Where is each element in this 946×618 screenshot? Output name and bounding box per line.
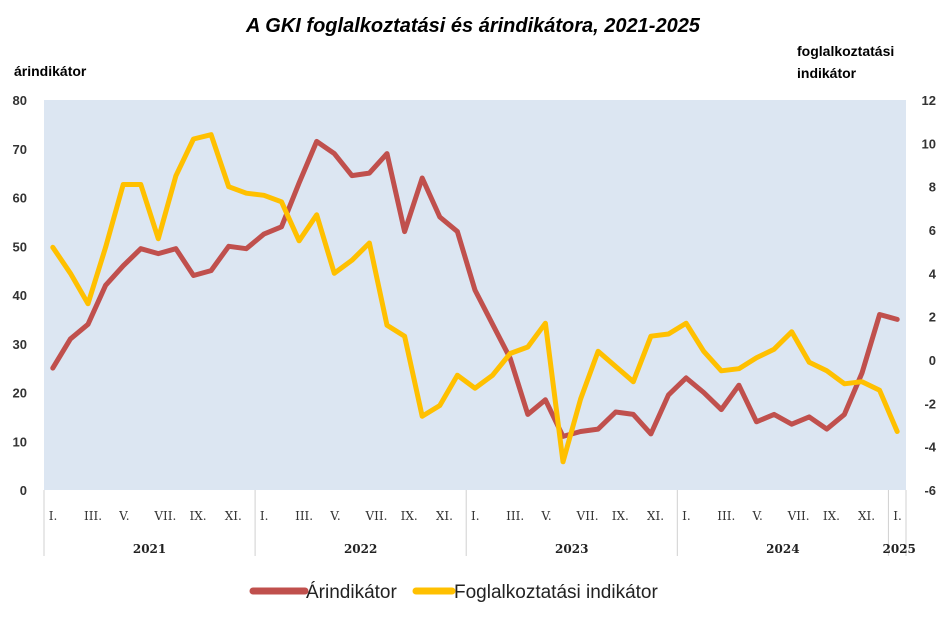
y-left-tick-labels: 80 70 60 50 40 30 20 10 0 [13,93,27,498]
y-left-tick-label: 70 [13,142,27,157]
x-tick-label: I. [893,509,902,523]
x-tick-label: XI. [436,509,453,523]
year-label: 2021 [133,542,166,556]
x-tick-label: V. [329,509,340,523]
x-tick-label: VII. [576,509,599,523]
year-label: 2025 [883,542,916,556]
y-right-tick-label: -6 [924,483,936,498]
x-tick-label: III. [506,509,524,523]
y-left-tick-label: 60 [13,191,27,206]
year-label: 2024 [766,542,799,556]
y-right-axis-title-line2: indikátor [797,65,857,81]
y-left-tick-label: 20 [13,386,27,401]
year-label: 2023 [555,542,588,556]
y-right-tick-label: 8 [929,180,936,195]
x-tick-label: IX. [823,509,840,523]
x-tick-label: III. [84,509,102,523]
x-tick-label: III. [717,509,735,523]
y-right-tick-label: -2 [924,396,936,411]
x-tick-label: XI. [225,509,242,523]
series-line-arindikator [50,138,900,439]
y-right-tick-label: -4 [924,440,936,455]
x-axis: I. III. V. VII. IX. XI. I. III. V. VII. IX. XI. I. II… [43,490,916,556]
legend-label-foglalkoztatasi: Foglalkoztatási indikátor [454,582,658,603]
x-tick-label: I. [682,509,691,523]
y-right-tick-label: 12 [922,93,936,108]
y-left-tick-label: 40 [13,288,27,303]
y-right-tick-label: 6 [929,223,936,238]
x-tick-label: I. [260,509,269,523]
x-tick-label: I. [471,509,480,523]
y-left-tick-label: 10 [13,434,27,449]
series-line-foglalkoztatasi [50,132,900,465]
y-left-tick-label: 80 [13,93,27,108]
series-lines [50,132,900,465]
x-tick-label: VII. [364,509,387,523]
x-tick-label: XI. [858,509,875,523]
x-tick-label: IX. [401,509,418,523]
y-left-tick-label: 50 [13,239,27,254]
x-tick-label: III. [295,509,313,523]
x-tick-label: I. [49,509,58,523]
x-tick-label: IX. [190,509,207,523]
y-right-tick-label: 0 [929,353,936,368]
y-right-tick-label: 2 [929,310,936,325]
year-label: 2022 [344,542,377,556]
y-right-tick-label: 10 [922,136,936,151]
x-tick-label: XI. [647,509,664,523]
x-tick-label: V. [751,509,762,523]
chart-title: A GKI foglalkoztatási és árindikátora, 2… [245,15,701,37]
x-tick-label: VII. [787,509,810,523]
legend-label-arindikator: Árindikátor [306,582,397,603]
x-tick-label: V. [118,509,129,523]
x-tick-label: VII. [153,509,176,523]
y-left-axis-title: árindikátor [14,63,87,79]
y-right-tick-label: 4 [929,266,937,281]
y-right-tick-labels: 12 10 8 6 4 2 0 -2 -4 -6 [922,93,937,498]
x-tick-label: IX. [612,509,629,523]
legend: Árindikátor Foglalkoztatási indikátor [249,582,658,603]
y-left-tick-label: 0 [20,483,27,498]
x-tick-label: V. [540,509,551,523]
y-left-tick-label: 30 [13,337,27,352]
y-right-axis-title-line1: foglalkoztatási [797,43,894,59]
